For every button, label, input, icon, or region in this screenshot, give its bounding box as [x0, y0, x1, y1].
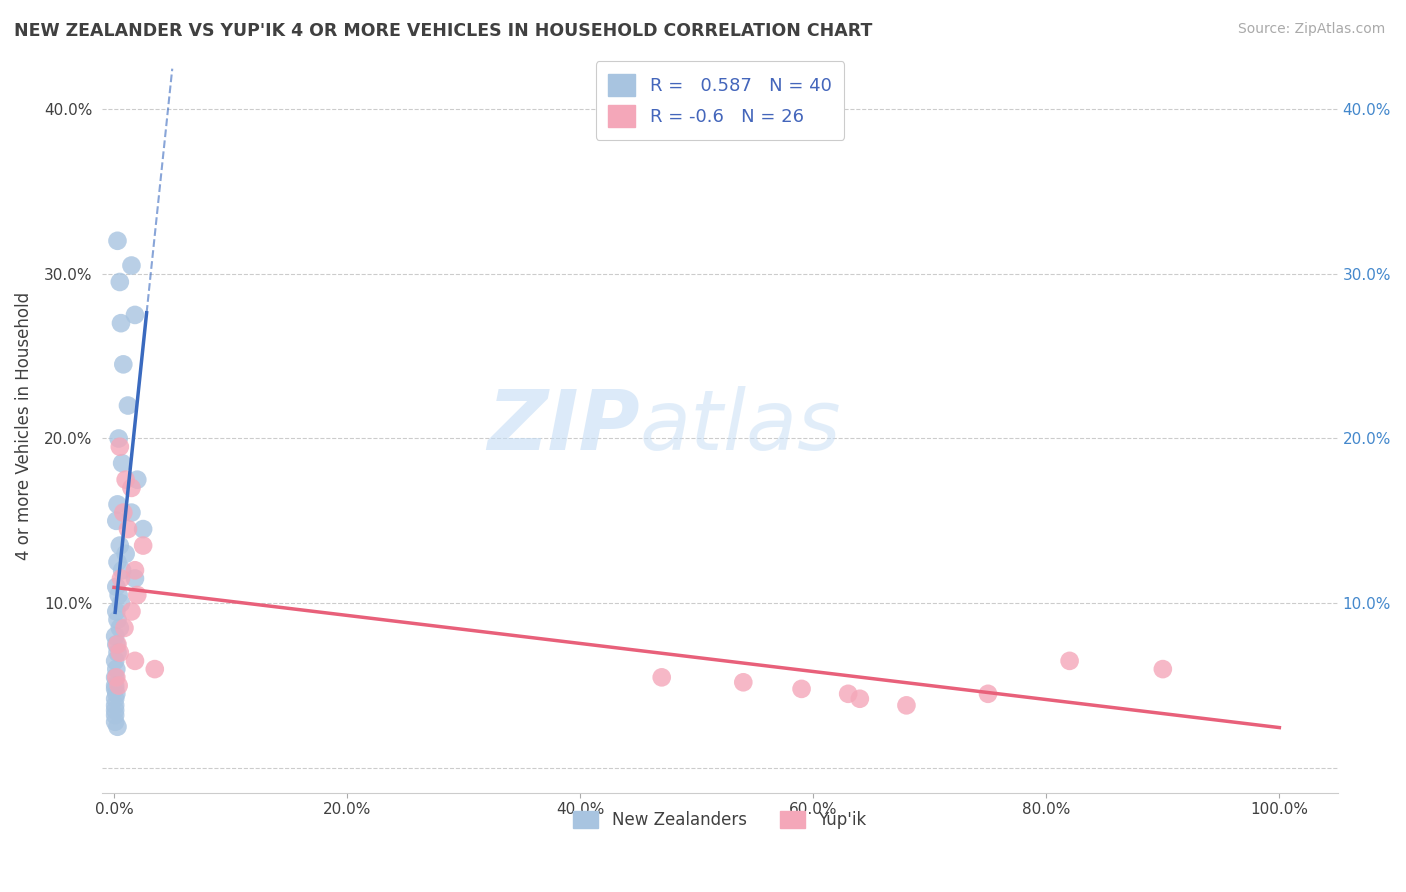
Point	[849, 691, 872, 706]
Point	[114, 547, 136, 561]
Point	[107, 497, 129, 511]
Point	[107, 613, 129, 627]
Point	[104, 698, 127, 713]
Point	[124, 308, 146, 322]
Point	[121, 481, 143, 495]
Point	[127, 588, 149, 602]
Point	[104, 703, 127, 717]
Point	[651, 670, 673, 684]
Point	[896, 698, 918, 713]
Point	[132, 522, 155, 536]
Point	[110, 572, 132, 586]
Legend: New Zealanders, Yup'ik: New Zealanders, Yup'ik	[567, 804, 873, 836]
Point	[127, 473, 149, 487]
Point	[105, 662, 128, 676]
Point	[121, 506, 143, 520]
Point	[107, 637, 129, 651]
Point	[107, 555, 129, 569]
Point	[143, 662, 166, 676]
Point	[108, 621, 131, 635]
Point	[110, 316, 132, 330]
Point	[104, 629, 127, 643]
Point	[977, 687, 1000, 701]
Point	[105, 580, 128, 594]
Text: NEW ZEALANDER VS YUP'IK 4 OR MORE VEHICLES IN HOUSEHOLD CORRELATION CHART: NEW ZEALANDER VS YUP'IK 4 OR MORE VEHICL…	[14, 22, 873, 40]
Point	[104, 714, 127, 729]
Point	[108, 440, 131, 454]
Point	[110, 596, 132, 610]
Point	[114, 473, 136, 487]
Point	[121, 604, 143, 618]
Point	[104, 654, 127, 668]
Point	[107, 679, 129, 693]
Text: Source: ZipAtlas.com: Source: ZipAtlas.com	[1237, 22, 1385, 37]
Point	[105, 604, 128, 618]
Point	[107, 588, 129, 602]
Point	[105, 514, 128, 528]
Point	[104, 691, 127, 706]
Point	[105, 670, 128, 684]
Point	[114, 621, 136, 635]
Point	[124, 572, 146, 586]
Point	[124, 654, 146, 668]
Point	[104, 670, 127, 684]
Point	[105, 637, 128, 651]
Point	[112, 506, 135, 520]
Point	[132, 539, 155, 553]
Point	[1152, 662, 1174, 676]
Point	[107, 432, 129, 446]
Point	[117, 522, 139, 536]
Point	[117, 399, 139, 413]
Point	[121, 259, 143, 273]
Point	[733, 675, 755, 690]
Point	[108, 646, 131, 660]
Point	[111, 456, 134, 470]
Point	[107, 720, 129, 734]
Point	[105, 687, 128, 701]
Point	[1059, 654, 1081, 668]
Point	[108, 275, 131, 289]
Point	[104, 708, 127, 723]
Y-axis label: 4 or more Vehicles in Household: 4 or more Vehicles in Household	[15, 292, 32, 560]
Point	[107, 646, 129, 660]
Point	[837, 687, 859, 701]
Point	[790, 681, 813, 696]
Point	[107, 234, 129, 248]
Text: ZIP: ZIP	[486, 385, 640, 467]
Point	[104, 679, 127, 693]
Point	[104, 681, 127, 696]
Point	[111, 563, 134, 577]
Point	[112, 357, 135, 371]
Point	[108, 539, 131, 553]
Point	[124, 563, 146, 577]
Text: atlas: atlas	[640, 385, 841, 467]
